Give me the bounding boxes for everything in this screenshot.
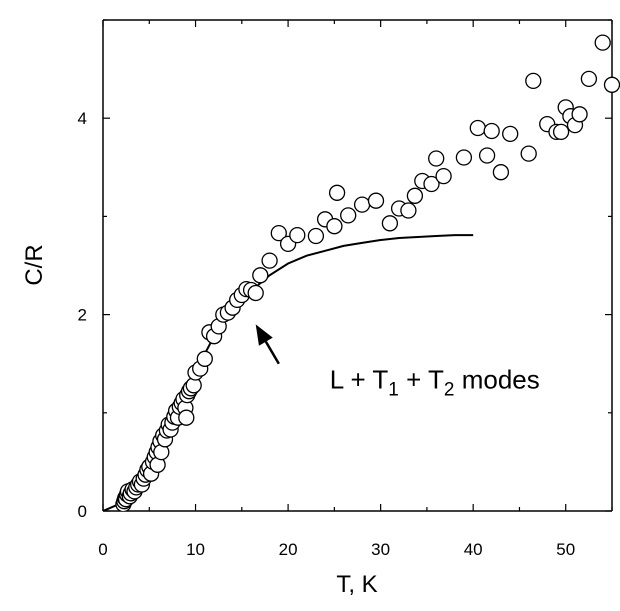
data-point — [326, 218, 343, 235]
data-point — [435, 167, 452, 185]
data-point — [406, 187, 424, 204]
x-axis-label: T, K — [336, 571, 377, 598]
data-point — [252, 267, 269, 284]
y-tick-label: 0 — [78, 502, 87, 521]
arrow-shaft — [264, 341, 280, 365]
data-point — [502, 125, 519, 143]
arrow-head — [255, 324, 273, 346]
ticks — [102, 19, 613, 512]
data-point — [423, 175, 440, 193]
data-point — [520, 145, 537, 162]
data-point — [469, 119, 486, 137]
data-point — [455, 149, 473, 166]
annotation-label: L + T1 + T2 modes — [330, 364, 540, 400]
data-point — [525, 72, 542, 90]
x-tick-label: 40 — [464, 540, 483, 559]
x-tick-label: 50 — [556, 540, 575, 559]
tick-labels: 0 10 20 30 40 50 0 2 4 — [78, 109, 576, 559]
data-point — [594, 34, 611, 51]
y-axis-label: C/R — [21, 244, 48, 285]
data-point — [478, 147, 496, 164]
data-point — [552, 123, 570, 141]
y-tick-label: 4 — [78, 109, 87, 128]
data-point — [428, 150, 445, 167]
data-point — [353, 196, 371, 213]
data-point — [261, 252, 278, 269]
data-point — [289, 226, 306, 244]
plot-area — [103, 34, 620, 511]
axes — [102, 19, 613, 512]
data-point — [492, 164, 510, 181]
data-point — [247, 284, 264, 302]
data-point — [580, 70, 598, 88]
data-point — [270, 224, 287, 242]
data-point — [328, 184, 346, 201]
mode-annotation: L + T1 + T2 modes — [255, 324, 540, 400]
data-point — [603, 76, 620, 93]
data-point — [340, 207, 357, 224]
x-tick-label: 20 — [279, 540, 298, 559]
data-point — [178, 409, 195, 426]
data-point — [571, 106, 588, 123]
data-point — [307, 227, 325, 245]
x-tick-label: 10 — [186, 540, 205, 559]
data-point — [381, 215, 399, 232]
y-tick-label: 2 — [78, 306, 87, 325]
data-point — [483, 122, 500, 140]
data-point — [196, 350, 213, 367]
data-point — [367, 192, 385, 209]
x-tick-label: 30 — [371, 540, 390, 559]
data-point — [400, 202, 417, 219]
x-tick-label: 0 — [98, 540, 107, 559]
